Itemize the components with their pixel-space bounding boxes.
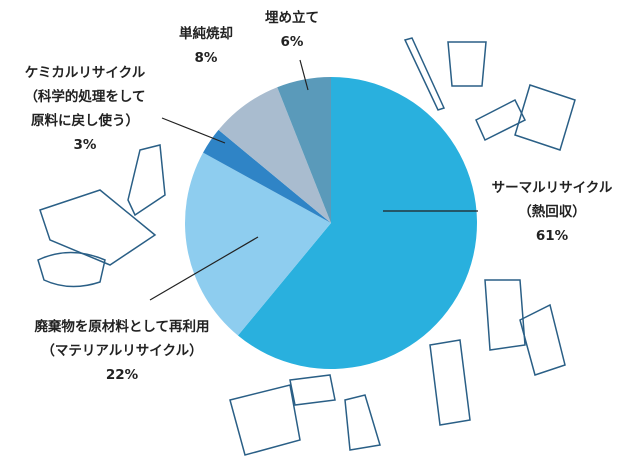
slice-label: （マテリアルリサイクル）	[41, 343, 202, 359]
slice-label: 廃棄物を原材料として再利用	[34, 318, 209, 335]
slice-label: ケミカルリサイクル	[25, 65, 146, 81]
slice-label: サーマルリサイクル	[492, 180, 613, 196]
value-label: 61%	[536, 228, 569, 244]
leader-line	[162, 118, 225, 143]
value-label: 8%	[195, 50, 218, 66]
value-label: 22%	[106, 367, 139, 383]
value-label: 6%	[281, 34, 304, 50]
slice-label: （科学的処理をして	[24, 88, 145, 105]
slice-label: （熱回収）	[518, 203, 586, 220]
chart: サーマルリサイクル （熱回収） 61% 廃棄物を原材料として再利用 （マテリアルリサイク…	[0, 0, 629, 474]
value-label: 3%	[74, 137, 97, 153]
slice-label: 埋め立て	[265, 9, 319, 26]
slice-label: 原料に戻し使う）	[31, 112, 139, 129]
slice-label: 単純焼却	[179, 25, 233, 42]
